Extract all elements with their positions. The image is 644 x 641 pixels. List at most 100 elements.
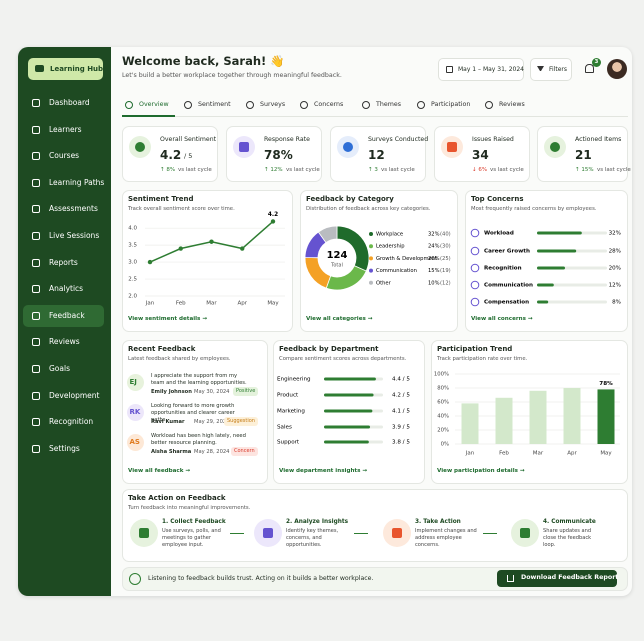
feedback-tag: Suggestion xyxy=(224,417,258,426)
nav-icon xyxy=(32,444,40,453)
download-button[interactable] xyxy=(497,570,617,587)
tab[interactable]: Themes xyxy=(376,101,401,108)
step-arrow xyxy=(354,533,368,535)
tab-divider xyxy=(122,116,628,117)
card-title: Feedback by Category xyxy=(306,195,394,203)
nav-icon xyxy=(32,258,40,267)
date-picker[interactable] xyxy=(438,58,524,81)
nav-item[interactable]: Learners xyxy=(49,124,82,134)
page-subtitle: Let's build a better workplace together … xyxy=(122,72,342,79)
kpi-label: Surveys Conducted xyxy=(368,136,429,143)
avatar-initials: RK xyxy=(129,408,141,416)
kpi-value: 21 xyxy=(575,148,592,162)
nav-item[interactable]: Development xyxy=(49,390,100,400)
filters-label: Filters xyxy=(549,66,567,73)
nav-icon xyxy=(32,125,40,134)
avatar-circle xyxy=(127,434,144,451)
nav-icon xyxy=(32,391,40,400)
card-link[interactable]: View all concerns → xyxy=(471,316,533,322)
nav-icon xyxy=(32,418,40,427)
tab[interactable]: Concerns xyxy=(314,101,344,108)
step-arrow xyxy=(230,533,244,535)
card-subtitle: Latest feedback shared by employees. xyxy=(128,356,231,362)
feedback-author: Aisha Sharma xyxy=(151,449,192,455)
nav-icon xyxy=(32,285,40,294)
kpi-note: vs last cycle xyxy=(490,167,524,173)
card-link[interactable]: View all categories → xyxy=(306,316,373,322)
nav-item[interactable]: Recognition xyxy=(49,417,94,427)
card-link[interactable]: View participation details → xyxy=(437,468,525,474)
nav-item[interactable]: Dashboard xyxy=(49,98,90,107)
nav-item[interactable]: Reviews xyxy=(49,337,80,347)
nav-item[interactable]: Learning Paths xyxy=(49,177,105,187)
kpi-value: 12 xyxy=(368,148,385,162)
nav-item[interactable]: Assessments xyxy=(49,204,98,214)
bell-icon[interactable] xyxy=(585,64,594,73)
badge-count: 3 xyxy=(594,59,599,65)
feedback-date: May 28, 2024 xyxy=(194,449,230,455)
tab[interactable]: Sentiment xyxy=(198,101,231,108)
nav-icon xyxy=(32,205,40,214)
card-title: Feedback by Department xyxy=(279,345,379,353)
nav-icon xyxy=(32,178,40,187)
download-icon xyxy=(507,575,514,582)
kpi-note: vs last cycle xyxy=(597,167,631,173)
nav-item[interactable]: Live Sessions xyxy=(49,231,100,240)
tab-icon xyxy=(184,101,192,109)
filter-icon xyxy=(537,66,544,71)
tab[interactable]: Overview xyxy=(139,101,169,108)
card xyxy=(465,190,628,332)
feedback-author: Emily Johnson xyxy=(151,389,192,395)
tab[interactable]: Reviews xyxy=(499,101,525,108)
kpi-change: ↑ 15% xyxy=(575,167,594,173)
card-link[interactable]: View all feedback → xyxy=(128,468,191,474)
kpi-change: ↓ 6% xyxy=(472,167,488,173)
brand-icon xyxy=(35,65,44,72)
avatar[interactable] xyxy=(607,59,627,79)
footer-message: Listening to feedback builds trust. Acti… xyxy=(148,575,374,582)
calendar-icon xyxy=(446,66,453,73)
nav-item[interactable]: Analytics xyxy=(49,284,84,294)
nav-item[interactable]: Goals xyxy=(49,364,70,373)
nav-icon xyxy=(32,152,40,161)
kpi-note: vs last cycle xyxy=(178,167,212,173)
nav-icon xyxy=(32,311,40,320)
kpi-unit: / 5 xyxy=(184,152,193,160)
tab-icon xyxy=(125,101,133,109)
card-subtitle: Compare sentiment scores across departme… xyxy=(279,356,407,362)
nav-item[interactable]: Feedback xyxy=(49,310,85,320)
filters-button[interactable] xyxy=(530,58,572,81)
feedback-date: May 29, 2024 xyxy=(194,419,230,425)
feedback-date: May 30, 2024 xyxy=(194,389,230,395)
nav-active xyxy=(23,304,104,327)
nav-item[interactable]: Reports xyxy=(49,257,78,267)
kpi-note: vs last cycle xyxy=(286,167,320,173)
nav-icon xyxy=(32,99,40,107)
nav-item[interactable]: Settings xyxy=(49,443,80,453)
card-link[interactable]: View sentiment details → xyxy=(128,316,208,322)
card xyxy=(273,340,425,484)
nav-item[interactable]: Courses xyxy=(49,151,80,161)
download-label: Download Feedback Report xyxy=(521,574,619,581)
card-subtitle: Most frequently raised concerns by emplo… xyxy=(471,206,597,212)
kpi-change: ↑ 3 xyxy=(368,167,378,173)
card-subtitle: Turn feedback into meaningful improvemen… xyxy=(128,505,251,511)
nav-icon xyxy=(32,365,40,373)
date-range: May 1 – May 31, 2024 xyxy=(458,66,524,73)
kpi-glyph xyxy=(239,142,249,152)
page-title: Welcome back, Sarah! 👋 xyxy=(122,54,285,68)
tab-icon xyxy=(362,101,370,109)
take-action-card xyxy=(122,489,628,562)
tab-icon xyxy=(485,101,493,109)
kpi-label: Overall Sentiment xyxy=(160,136,217,143)
tab[interactable]: Participation xyxy=(431,101,471,108)
feedback-text: Workload has been high lately, need bett… xyxy=(151,433,246,446)
card-link[interactable]: View department insights → xyxy=(279,468,368,474)
nav-icon xyxy=(32,232,40,240)
tab-icon xyxy=(246,101,254,109)
card-title: Sentiment Trend xyxy=(128,195,194,203)
tab[interactable]: Surveys xyxy=(260,101,286,108)
brand-button[interactable] xyxy=(28,58,103,80)
card-title: Top Concerns xyxy=(471,195,524,203)
